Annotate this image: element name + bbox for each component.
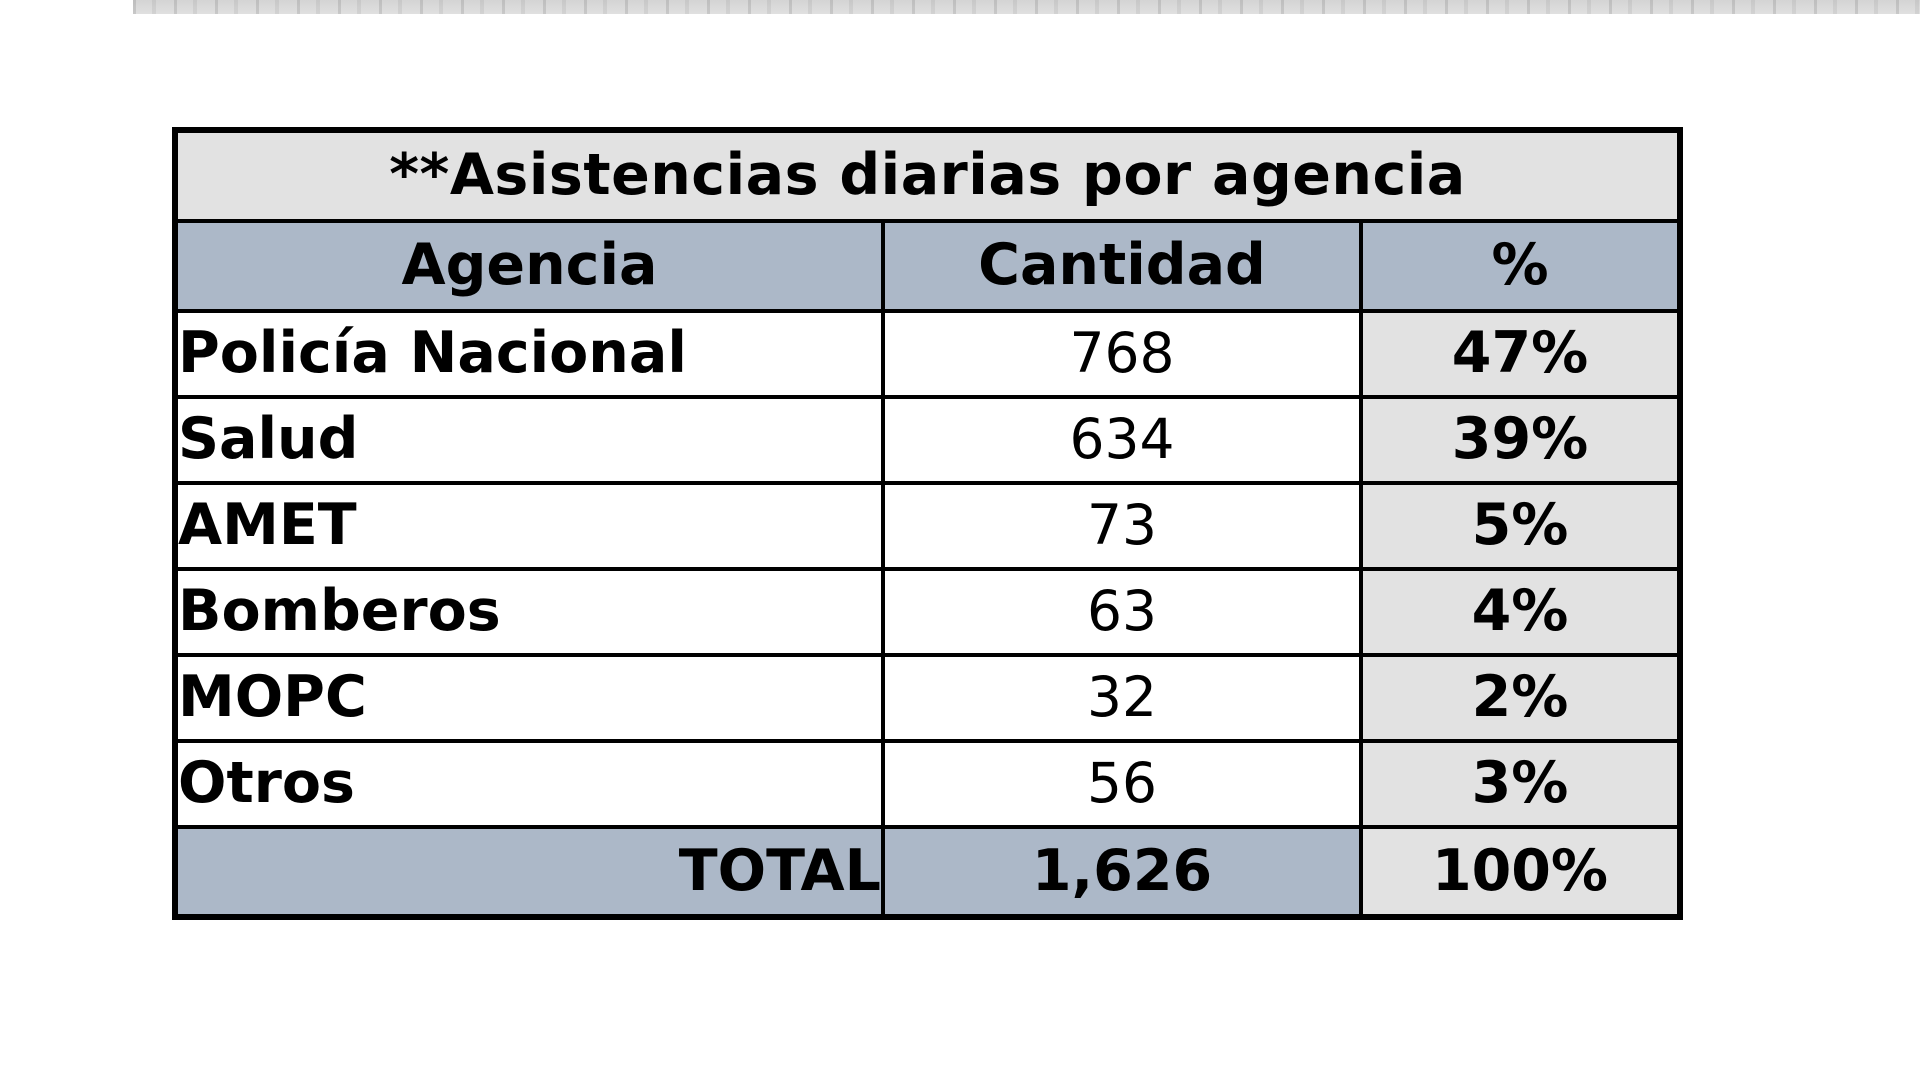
- cantidad-cell: 56: [881, 739, 1363, 829]
- table-title: **Asistencias diarias por agencia: [173, 128, 1682, 223]
- asistencias-diarias-table: **Asistencias diarias por agencia Agenci…: [172, 127, 1683, 920]
- cantidad-cell: 63: [881, 567, 1363, 657]
- table-row: MOPC 32 2%: [173, 653, 1682, 743]
- agency-cell: Salud: [173, 395, 885, 485]
- total-row: TOTAL 1,626 100%: [173, 825, 1682, 919]
- col-header-percent: %: [1359, 219, 1682, 313]
- agency-cell: Otros: [173, 739, 885, 829]
- total-cantidad-cell: 1,626: [881, 825, 1363, 919]
- percent-cell: 2%: [1359, 653, 1682, 743]
- percent-cell: 3%: [1359, 739, 1682, 829]
- table-row: AMET 73 5%: [173, 481, 1682, 571]
- percent-cell: 4%: [1359, 567, 1682, 657]
- col-header-agencia: Agencia: [173, 219, 885, 313]
- cantidad-cell: 32: [881, 653, 1363, 743]
- total-percent-cell: 100%: [1359, 825, 1682, 919]
- cantidad-cell: 768: [881, 309, 1363, 399]
- table-row: Otros 56 3%: [173, 739, 1682, 829]
- table-header-row: Agencia Cantidad %: [173, 219, 1682, 313]
- agency-cell: Bomberos: [173, 567, 885, 657]
- cantidad-cell: 73: [881, 481, 1363, 571]
- agency-cell: MOPC: [173, 653, 885, 743]
- agency-cell: AMET: [173, 481, 885, 571]
- cantidad-cell: 634: [881, 395, 1363, 485]
- percent-cell: 5%: [1359, 481, 1682, 571]
- table-row: Bomberos 63 4%: [173, 567, 1682, 657]
- agency-cell: Policía Nacional: [173, 309, 885, 399]
- cropped-text-artifact: [133, 0, 1920, 14]
- col-header-cantidad: Cantidad: [881, 219, 1363, 313]
- table-row: Policía Nacional 768 47%: [173, 309, 1682, 399]
- percent-cell: 39%: [1359, 395, 1682, 485]
- table-title-row: **Asistencias diarias por agencia: [173, 128, 1682, 223]
- table-row: Salud 634 39%: [173, 395, 1682, 485]
- total-label-cell: TOTAL: [173, 825, 885, 919]
- percent-cell: 47%: [1359, 309, 1682, 399]
